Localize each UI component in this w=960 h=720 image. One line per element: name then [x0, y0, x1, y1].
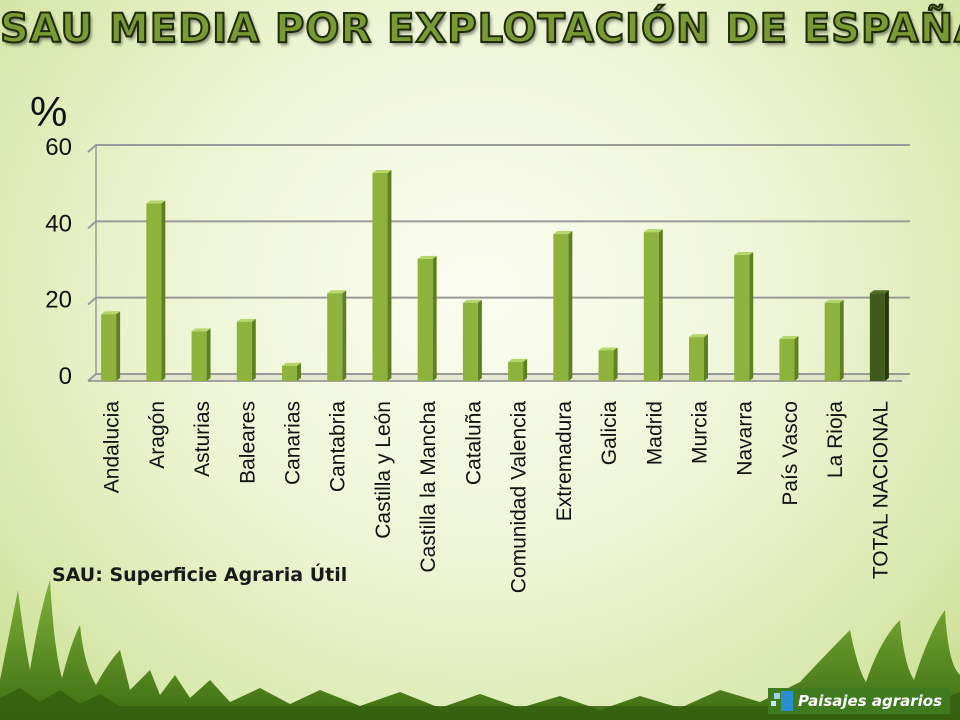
- gridline: [87, 373, 910, 382]
- bar-top: [779, 336, 799, 340]
- x-tick-label: País Vasco: [779, 401, 802, 506]
- x-tick-label: Asturias: [191, 401, 214, 477]
- bar-side: [206, 328, 211, 381]
- bar-top: [462, 299, 482, 303]
- bar: [146, 203, 162, 381]
- bar: [734, 255, 750, 381]
- x-tick-label: Cataluña: [462, 401, 485, 485]
- x-tick-label: Castilla y León: [372, 401, 395, 539]
- bar: [372, 172, 388, 381]
- bar-side: [116, 311, 121, 381]
- bar: [689, 337, 704, 381]
- x-tick-label: TOTAL NACIONAL: [869, 401, 892, 579]
- bar-side: [704, 334, 708, 381]
- bar-side: [432, 255, 437, 381]
- bar-top: [643, 229, 663, 233]
- bar-side: [568, 231, 573, 381]
- x-tick-label: Extremadura: [553, 401, 576, 522]
- bar-top: [824, 299, 844, 303]
- x-tick-label: Aragón: [146, 401, 169, 469]
- y-tick-label: 20: [45, 287, 72, 314]
- bar-top: [553, 231, 573, 235]
- bar: [417, 258, 433, 381]
- brand-badge: Paisajes agrarios: [768, 688, 950, 714]
- bar: [462, 302, 478, 381]
- bar-top: [282, 362, 301, 366]
- bar-top: [146, 200, 166, 204]
- bar-side: [613, 347, 618, 381]
- gridline: [87, 296, 910, 306]
- bar: [508, 361, 524, 381]
- bar-top: [327, 290, 347, 294]
- brand-logo-icon: [768, 688, 798, 714]
- gridline: [87, 144, 910, 153]
- bar-side: [251, 318, 256, 381]
- y-tick-label: 60: [45, 134, 72, 161]
- bar-top: [191, 328, 211, 332]
- x-tick-label: La Rioja: [824, 401, 847, 478]
- bar: [327, 293, 343, 381]
- bar-top: [869, 290, 889, 294]
- y-tick-label: 40: [45, 210, 72, 237]
- bar-side: [794, 336, 799, 381]
- bar-top: [417, 255, 437, 259]
- bar: [824, 302, 840, 381]
- bar-side: [342, 290, 347, 381]
- page-title: SAU MEDIA POR EXPLOTACIÓN DE ESPAÑA: [0, 5, 960, 53]
- bar-side: [477, 299, 482, 381]
- bar-top: [734, 252, 754, 256]
- bar-side: [161, 200, 166, 381]
- x-tick-label: Madrid: [643, 401, 666, 465]
- bar: [869, 293, 885, 381]
- bar-top: [236, 318, 256, 322]
- x-tick-label: Murcia: [689, 401, 712, 464]
- y-axis-label: %: [30, 88, 68, 135]
- bar-top: [508, 358, 528, 362]
- bar-side: [658, 229, 663, 381]
- x-tick-label: Comunidad Valencia: [508, 401, 531, 594]
- bar: [236, 321, 252, 381]
- brand-text: Paisajes agrarios: [798, 692, 942, 710]
- bar: [598, 350, 614, 381]
- x-tick-label: Galicia: [598, 401, 621, 466]
- bar-top: [689, 334, 708, 338]
- bar: [553, 234, 569, 381]
- bar-side: [387, 169, 392, 381]
- bar-side: [297, 362, 301, 381]
- bar-top: [101, 311, 121, 315]
- footnote: SAU: Superficie Agraria Útil: [52, 564, 348, 586]
- gridline: [87, 220, 910, 230]
- bar: [282, 365, 297, 381]
- x-tick-label: Canarias: [282, 401, 305, 485]
- bar: [643, 232, 659, 381]
- bar-side: [839, 299, 844, 381]
- bar-side: [884, 290, 889, 381]
- bar: [191, 331, 207, 381]
- x-tick-label: Cantabria: [327, 401, 350, 492]
- x-tick-label: Castilla la Mancha: [417, 401, 440, 573]
- bar-side: [523, 358, 528, 381]
- bar-side: [749, 252, 754, 381]
- y-tick-label: 0: [59, 363, 72, 390]
- bar: [101, 314, 117, 381]
- x-tick-label: Andalucia: [101, 401, 124, 494]
- bar-top: [372, 169, 392, 173]
- x-tick-label: Baleares: [236, 401, 259, 484]
- x-tick-label: Navarra: [734, 401, 757, 476]
- bar-top: [598, 347, 618, 351]
- bar: [779, 339, 795, 381]
